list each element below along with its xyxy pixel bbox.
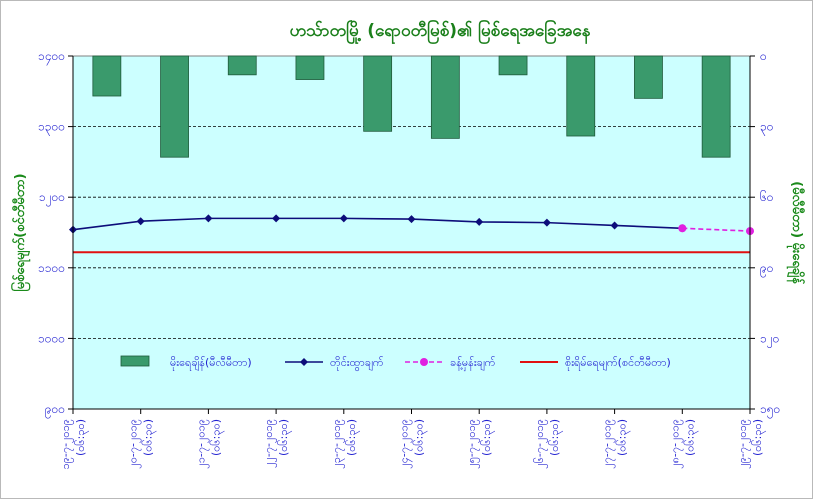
x-tick-date: ၂၅-၇-၂၀၁၉ — [465, 419, 480, 469]
water-level-lines — [69, 214, 754, 254]
x-tick-date: ၂၉-၇-၂၀၁၉ — [736, 419, 751, 469]
legend-marker-forecast — [420, 358, 428, 366]
right-tick-label: ၃၀ — [760, 120, 774, 137]
left-tick-label: ၁၂၀၀ — [39, 190, 65, 207]
x-tick-time: (၀၆:၃၀) — [548, 419, 563, 456]
observed-level-point — [610, 221, 619, 230]
x-tick-date: ၂၈-၇-၂၀၁၉ — [668, 419, 683, 469]
legend-label: တိုင်းထွာချက် — [330, 356, 384, 371]
forecast-level-point — [678, 224, 687, 233]
x-tick-time: (၀၆:၃၀) — [209, 419, 224, 456]
x-tick-time: (၀၆:၃၀) — [683, 419, 698, 456]
right-tick-label: ၁၅၀ — [760, 402, 780, 419]
rain-bar — [295, 55, 325, 80]
left-tick-label: ၁၄၀၀ — [38, 49, 65, 66]
x-tick-time: (၀၆:၃၀) — [142, 419, 157, 456]
right-tick-label: ၉၀ — [760, 261, 774, 278]
left-axis-label: မြစ်ရေမျက်(စင်တီမီတာ) — [10, 173, 31, 291]
rain-bar — [634, 55, 663, 99]
observed-level-point — [475, 217, 484, 226]
rain-bar — [701, 55, 731, 158]
legend-swatch-rain — [120, 355, 150, 367]
x-tick-time: (၀၆:၃၀) — [480, 419, 495, 456]
x-tick-time: (၀၆:၃၀) — [413, 419, 428, 456]
x-tick-date: ၂၂-၇-၂၀၁၉ — [262, 419, 277, 468]
observed-level-point — [136, 217, 145, 226]
rain-bar — [227, 55, 257, 76]
observed-level-point — [272, 214, 281, 223]
observed-level-point — [542, 218, 551, 227]
right-axis-label: (မီလီမီတာ) မိုးရေချိန် — [786, 181, 806, 285]
rain-bar — [363, 55, 393, 132]
rain-bars — [92, 55, 731, 158]
rain-bar — [160, 55, 189, 158]
legend-marker-observed — [300, 358, 308, 366]
chart-title: ဟသ်ာတမြို့ (ရောဝတီမြစ်)၏ မြစ်ရေအခြေအနေ — [290, 18, 591, 45]
left-tick-label: ၁၀၀၀ — [38, 331, 65, 345]
right-tick-label: ၆၀ — [760, 189, 774, 204]
legend: မိုးရေချိန်(မီလီမီတာ) တိုင်းထွာချက် ခန့်မှ… — [120, 355, 671, 371]
rain-bar — [430, 55, 460, 139]
x-tick-time: (၀၆:၃၀) — [751, 419, 766, 456]
right-tick-label: ၀ — [760, 49, 767, 63]
rain-bar — [566, 55, 596, 137]
legend-label: မိုးရေချိန်(မီလီမီတာ) — [170, 356, 252, 371]
observed-level-point — [407, 215, 416, 224]
x-tick-date: ၁၉-၇-၂၀၁၉ — [59, 419, 74, 469]
x-tick-date: ၂၄-၇-၂၀၁၉ — [398, 419, 413, 469]
right-tick-label: ၁၂၀ — [760, 331, 779, 348]
x-tick-time: (၀၆:၃၀) — [277, 419, 292, 456]
left-tick-label: ၁၁၀၀ — [38, 261, 65, 275]
observed-level-point — [204, 214, 213, 223]
legend-label: စိုးရိမ်ရေမျက်(စင်တီမီတာ) — [565, 356, 671, 371]
forecast-level-line — [682, 227, 751, 232]
observed-level-point — [339, 214, 348, 223]
rain-bar — [498, 55, 528, 76]
rain-bar — [92, 55, 122, 97]
x-tick-time: (၀၆:၃၀) — [74, 419, 89, 456]
x-tick-time: (၀၆:၃၀) — [616, 419, 631, 456]
x-tick-date: ၂၆-၇-၂၀၁၉ — [533, 419, 548, 469]
x-tick-date: ၂၁-၇-၂၀၁၉ — [194, 419, 209, 469]
x-tick-time: (၀၆:၃၀) — [345, 419, 360, 456]
x-tick-date: ၂၀-၇-၂၀၁၉ — [127, 419, 142, 469]
x-tick-date: ၂၃-၇-၂၀၁၉ — [330, 419, 345, 469]
left-tick-label: ၁၃၀၀ — [38, 120, 65, 137]
legend-label: ခန့်မှန်းချက် — [450, 356, 496, 371]
observed-level-line — [72, 217, 683, 231]
x-tick-date: ၂၇-၇-၂၀၁၉ — [601, 419, 616, 469]
left-tick-label: ၉၀၀ — [45, 402, 65, 419]
